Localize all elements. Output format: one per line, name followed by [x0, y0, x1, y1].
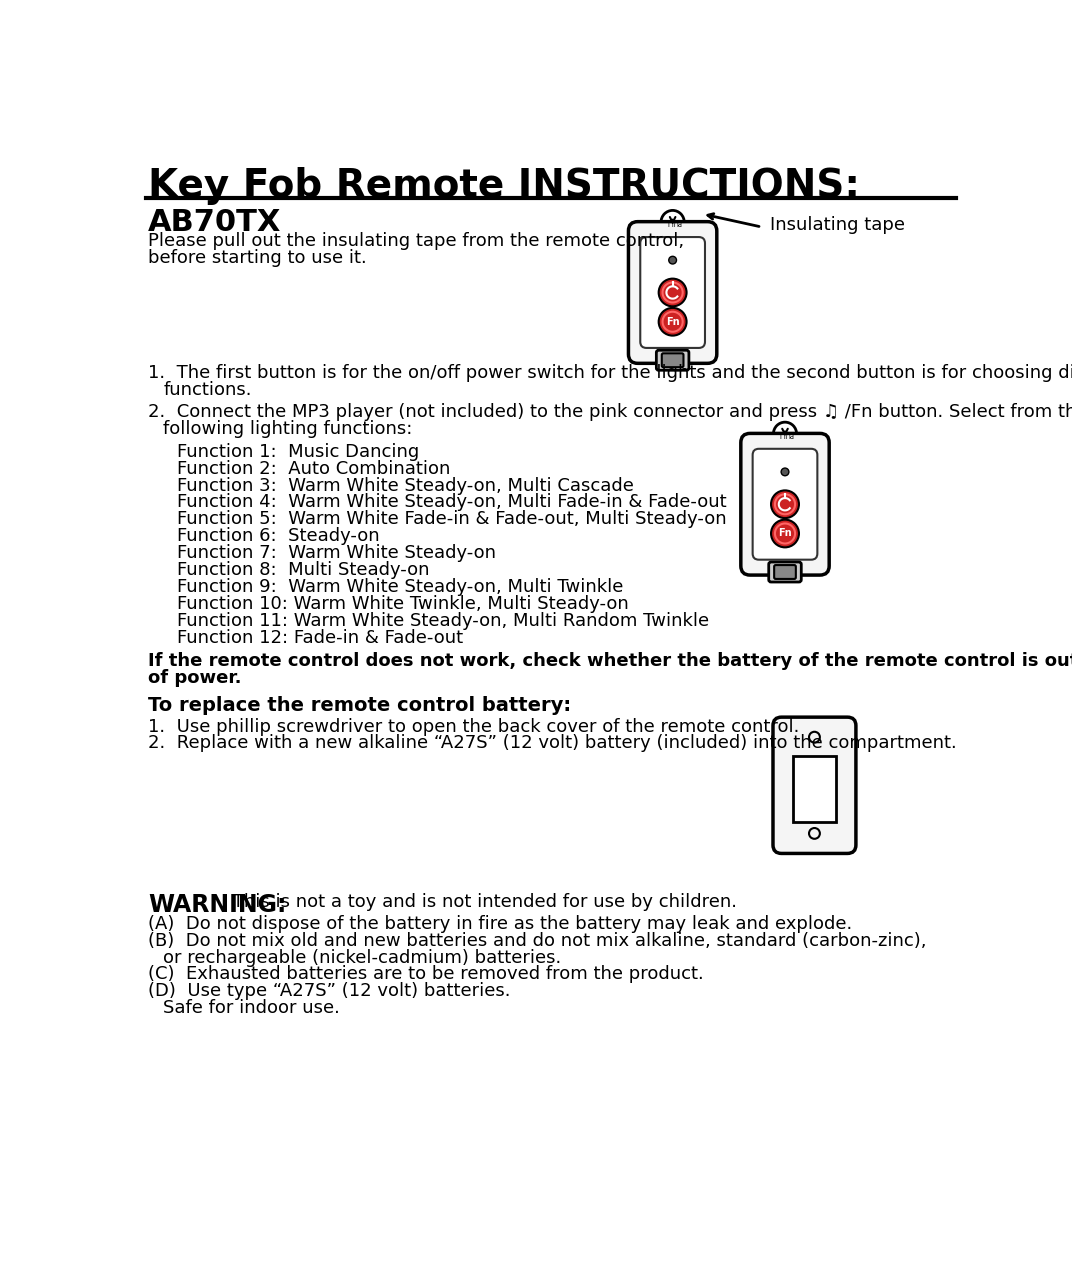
Text: of power.: of power. [148, 669, 241, 686]
Text: If the remote control does not work, check whether the battery of the remote con: If the remote control does not work, che… [148, 652, 1072, 670]
Text: Function 3:  Warm White Steady-on, Multi Cascade: Function 3: Warm White Steady-on, Multi … [177, 476, 634, 495]
Text: 2.  Connect the MP3 player (not included) to the pink connector and press ♫ /Fn : 2. Connect the MP3 player (not included)… [148, 403, 1072, 421]
Text: Function 11: Warm White Steady-on, Multi Random Twinkle: Function 11: Warm White Steady-on, Multi… [177, 612, 709, 630]
Text: PULL: PULL [665, 219, 681, 225]
Text: Key Fob Remote INSTRUCTIONS:: Key Fob Remote INSTRUCTIONS: [148, 167, 860, 205]
FancyBboxPatch shape [741, 434, 829, 575]
Text: Function 12: Fade-in & Fade-out: Function 12: Fade-in & Fade-out [177, 629, 463, 647]
Text: Please pull out the insulating tape from the remote control,: Please pull out the insulating tape from… [148, 232, 684, 250]
Text: following lighting functions:: following lighting functions: [163, 420, 413, 438]
FancyBboxPatch shape [753, 449, 817, 560]
Ellipse shape [773, 422, 796, 445]
Bar [793, 757, 836, 822]
Circle shape [771, 490, 799, 518]
Text: 1.  The first button is for the on/off power switch for the lights and the secon: 1. The first button is for the on/off po… [148, 364, 1072, 382]
FancyBboxPatch shape [774, 565, 795, 579]
Circle shape [771, 519, 799, 547]
Text: AB70TX: AB70TX [148, 208, 281, 237]
Text: Function 9:  Warm White Steady-on, Multi Twinkle: Function 9: Warm White Steady-on, Multi … [177, 578, 623, 596]
FancyBboxPatch shape [628, 222, 717, 364]
Text: Function 8:  Multi Steady-on: Function 8: Multi Steady-on [177, 561, 429, 579]
Text: Function 4:  Warm White Steady-on, Multi Fade-in & Fade-out: Function 4: Warm White Steady-on, Multi … [177, 494, 726, 512]
Text: Function 2:  Auto Combination: Function 2: Auto Combination [177, 459, 450, 477]
Ellipse shape [661, 211, 684, 234]
Text: PULL: PULL [776, 430, 793, 436]
Text: 2.  Replace with a new alkaline “A27S” (12 volt) battery (included) into the com: 2. Replace with a new alkaline “A27S” (1… [148, 735, 956, 753]
Text: (D)  Use type “A27S” (12 volt) batteries.: (D) Use type “A27S” (12 volt) batteries. [148, 983, 510, 1000]
FancyBboxPatch shape [640, 237, 705, 348]
Circle shape [658, 278, 686, 306]
Text: Fn: Fn [666, 316, 680, 327]
Text: Function 10: Warm White Twinkle, Multi Steady-on: Function 10: Warm White Twinkle, Multi S… [177, 595, 628, 612]
Text: (B)  Do not mix old and new batteries and do not mix alkaline, standard (carbon-: (B) Do not mix old and new batteries and… [148, 931, 926, 949]
Circle shape [658, 308, 686, 336]
Text: This is not a toy and is not intended for use by children.: This is not a toy and is not intended fo… [227, 893, 738, 911]
Text: Safe for indoor use.: Safe for indoor use. [163, 999, 340, 1017]
Text: Function 6:  Steady-on: Function 6: Steady-on [177, 527, 379, 545]
Text: Insulating tape: Insulating tape [770, 216, 905, 234]
Circle shape [669, 256, 676, 264]
FancyBboxPatch shape [656, 350, 689, 370]
Text: 1.  Use phillip screwdriver to open the back cover of the remote control.: 1. Use phillip screwdriver to open the b… [148, 717, 800, 735]
FancyBboxPatch shape [773, 717, 855, 854]
Text: or rechargeable (nickel-cadmium) batteries.: or rechargeable (nickel-cadmium) batteri… [163, 948, 562, 966]
Text: (A)  Do not dispose of the battery in fire as the battery may leak and explode.: (A) Do not dispose of the battery in fir… [148, 915, 852, 933]
Text: Function 1:  Music Dancing: Function 1: Music Dancing [177, 443, 419, 461]
Circle shape [781, 468, 789, 476]
Text: WARNING:: WARNING: [148, 893, 286, 917]
FancyBboxPatch shape [769, 561, 801, 582]
Text: (C)  Exhausted batteries are to be removed from the product.: (C) Exhausted batteries are to be remove… [148, 966, 703, 984]
Text: functions.: functions. [163, 382, 252, 399]
FancyBboxPatch shape [661, 353, 684, 367]
Text: Function 5:  Warm White Fade-in & Fade-out, Multi Steady-on: Function 5: Warm White Fade-in & Fade-ou… [177, 510, 726, 528]
Text: To replace the remote control battery:: To replace the remote control battery: [148, 695, 571, 715]
Text: before starting to use it.: before starting to use it. [148, 249, 367, 268]
Text: Function 7:  Warm White Steady-on: Function 7: Warm White Steady-on [177, 545, 495, 563]
Text: Fn: Fn [778, 528, 792, 538]
